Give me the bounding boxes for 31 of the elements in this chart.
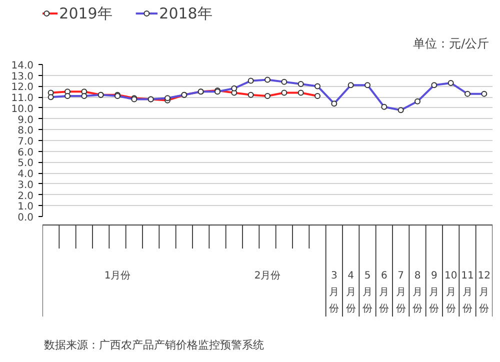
y-tick-label: 6.0: [18, 147, 34, 158]
x-tick-label: 10月份: [444, 270, 458, 314]
y-tick-label: 0.0: [18, 212, 34, 224]
legend-label: 2019年: [59, 4, 112, 22]
source-note: 数据来源：广西农产品产销价格监控预警系统: [44, 338, 264, 352]
y-tick-label: 4.0: [18, 169, 34, 180]
legend-label: 2018年: [159, 4, 212, 22]
y-tick-label: 12.0: [11, 82, 34, 94]
x-tick-label: 5月份: [362, 270, 372, 314]
x-tick-label: 6月份: [379, 270, 390, 314]
y-tick-label: 13.0: [11, 71, 34, 82]
x-tick-label: 2月份: [254, 270, 281, 282]
y-tick-label: 10.0: [11, 104, 34, 115]
x-tick-label: 8月份: [412, 270, 422, 314]
x-tick-label: 9月份: [429, 270, 440, 314]
y-tick-label: 8.0: [18, 126, 34, 137]
y-tick-label: 7.0: [18, 136, 34, 148]
text: 单位：元/公斤: [413, 36, 490, 50]
x-tick-label: 7月份: [396, 270, 406, 314]
x-tick-label: 11月份: [461, 270, 474, 314]
y-tick-label: 14.0: [11, 60, 34, 72]
y-tick-label: 3.0: [18, 180, 34, 191]
y-tick-label: 5.0: [18, 158, 34, 170]
y-tick-label: 1.0: [18, 202, 34, 213]
x-tick-label: 4月份: [346, 270, 356, 314]
y-tick-label: 11.0: [11, 93, 34, 104]
x-tick-label: 3月份: [329, 270, 340, 314]
x-tick-label: 1月份: [104, 270, 131, 282]
y-tick-label: 2.0: [18, 190, 34, 202]
y-tick-label: 9.0: [18, 114, 34, 126]
x-tick-label: 12月份: [478, 270, 491, 314]
